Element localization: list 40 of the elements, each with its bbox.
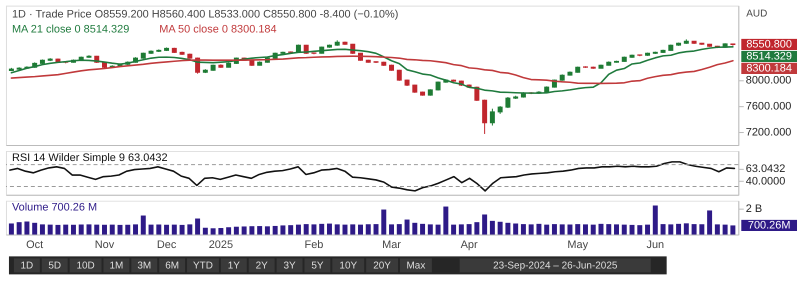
chart-title: 1D · Trade Price O8559.200 H8560.400 L8533.000 C8550.800 -8.400 (−0.10%): [12, 8, 398, 21]
y-tick-label: 7200.000: [746, 126, 792, 138]
series-label: Volume 700.26 M: [12, 202, 98, 214]
text: 1M: [110, 260, 124, 272]
text: Max: [406, 260, 426, 272]
x-tick-label: Oct: [26, 238, 44, 251]
text: 5D: [48, 260, 62, 272]
text: YTD: [193, 260, 213, 272]
x-tick-label: 2025: [208, 238, 234, 251]
x-tick-label: Feb: [304, 238, 324, 251]
text: 10D: [76, 260, 95, 272]
y-tick-label: 40.0000: [746, 176, 786, 188]
text: 700.26M: [748, 219, 790, 232]
text: AUD: [746, 8, 768, 20]
text: 1D: [20, 260, 34, 272]
text: MA 50 close 0 8300.184: [159, 24, 277, 36]
y-tick-label: 2 B: [746, 202, 762, 215]
text: 3Y: [283, 260, 296, 272]
text: 5Y: [311, 260, 324, 272]
x-tick-label: Nov: [94, 238, 115, 251]
x-tick-label: May: [567, 238, 589, 251]
text: 3M: [137, 260, 152, 272]
text: 2Y: [256, 260, 268, 272]
text: 20Y: [373, 260, 392, 272]
text: 23-Sep-2024 – 26-Jun-2025: [493, 260, 618, 272]
text: 6M: [165, 260, 180, 272]
y-tick-label: 7600.000: [746, 100, 792, 113]
text: 8514.329: [746, 50, 792, 62]
text: 1Y: [228, 260, 240, 272]
x-tick-label: Dec: [156, 238, 177, 251]
text: 10Y: [339, 260, 358, 272]
text: MA 21 close 0 8514.329: [12, 24, 130, 36]
series-label: RSI 14 Wilder Simple 9 63.0432: [12, 152, 168, 164]
text: 8550.800: [746, 38, 792, 50]
x-tick-label: Mar: [382, 238, 402, 251]
text: 8300.184: [746, 62, 792, 74]
y-tick-label: 8000.000: [746, 74, 792, 87]
x-tick-label: Jun: [646, 238, 664, 251]
y-tick-label: 63.0432: [746, 162, 786, 175]
x-tick-label: Apr: [460, 238, 478, 251]
